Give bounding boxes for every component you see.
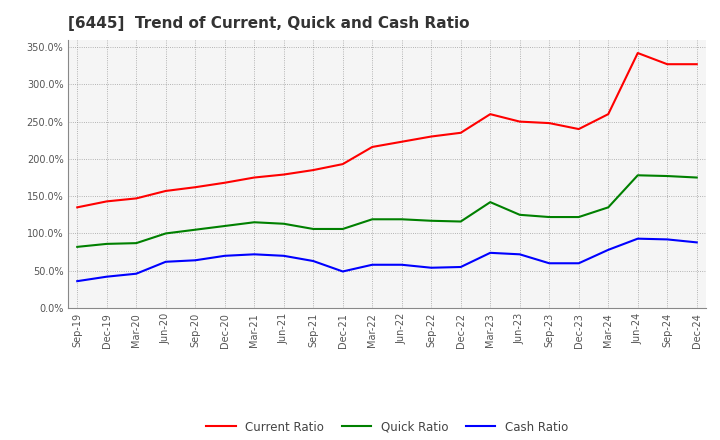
Quick Ratio (693, 175, 701, 180)
Cash Ratio (191, 258, 199, 263)
Legend: Current Ratio, Quick Ratio, Cash Ratio: Current Ratio, Quick Ratio, Cash Ratio (202, 416, 572, 438)
Current Ratio (456, 130, 465, 136)
Cash Ratio (397, 262, 406, 268)
Quick Ratio (575, 214, 583, 220)
Cash Ratio (693, 240, 701, 245)
Current Ratio (486, 111, 495, 117)
Current Ratio (279, 172, 288, 177)
Current Ratio (575, 126, 583, 132)
Current Ratio (161, 188, 170, 194)
Current Ratio (427, 134, 436, 139)
Quick Ratio (545, 214, 554, 220)
Cash Ratio (132, 271, 140, 276)
Text: [6445]  Trend of Current, Quick and Cash Ratio: [6445] Trend of Current, Quick and Cash … (68, 16, 470, 32)
Quick Ratio (516, 212, 524, 217)
Cash Ratio (427, 265, 436, 270)
Quick Ratio (368, 216, 377, 222)
Quick Ratio (634, 172, 642, 178)
Current Ratio (545, 121, 554, 126)
Quick Ratio (309, 226, 318, 231)
Current Ratio (102, 199, 111, 204)
Cash Ratio (575, 260, 583, 266)
Current Ratio (604, 111, 613, 117)
Current Ratio (368, 144, 377, 150)
Quick Ratio (456, 219, 465, 224)
Quick Ratio (220, 224, 229, 229)
Quick Ratio (279, 221, 288, 227)
Quick Ratio (132, 241, 140, 246)
Line: Current Ratio: Current Ratio (77, 53, 697, 207)
Quick Ratio (338, 226, 347, 231)
Quick Ratio (250, 220, 258, 225)
Cash Ratio (102, 274, 111, 279)
Cash Ratio (663, 237, 672, 242)
Cash Ratio (161, 259, 170, 264)
Current Ratio (132, 196, 140, 201)
Current Ratio (397, 139, 406, 144)
Current Ratio (220, 180, 229, 185)
Quick Ratio (663, 173, 672, 179)
Quick Ratio (427, 218, 436, 224)
Cash Ratio (545, 260, 554, 266)
Quick Ratio (397, 216, 406, 222)
Cash Ratio (486, 250, 495, 256)
Current Ratio (693, 62, 701, 67)
Quick Ratio (102, 241, 111, 246)
Quick Ratio (191, 227, 199, 232)
Current Ratio (516, 119, 524, 124)
Cash Ratio (220, 253, 229, 258)
Cash Ratio (456, 264, 465, 270)
Cash Ratio (338, 269, 347, 274)
Cash Ratio (368, 262, 377, 268)
Cash Ratio (634, 236, 642, 241)
Current Ratio (634, 50, 642, 55)
Current Ratio (309, 168, 318, 173)
Current Ratio (191, 184, 199, 190)
Current Ratio (73, 205, 81, 210)
Cash Ratio (309, 258, 318, 264)
Line: Quick Ratio: Quick Ratio (77, 175, 697, 247)
Quick Ratio (604, 205, 613, 210)
Current Ratio (663, 62, 672, 67)
Cash Ratio (73, 279, 81, 284)
Cash Ratio (516, 252, 524, 257)
Quick Ratio (73, 244, 81, 249)
Quick Ratio (486, 199, 495, 205)
Cash Ratio (604, 247, 613, 253)
Current Ratio (250, 175, 258, 180)
Line: Cash Ratio: Cash Ratio (77, 238, 697, 281)
Cash Ratio (250, 252, 258, 257)
Quick Ratio (161, 231, 170, 236)
Cash Ratio (279, 253, 288, 258)
Current Ratio (338, 161, 347, 167)
